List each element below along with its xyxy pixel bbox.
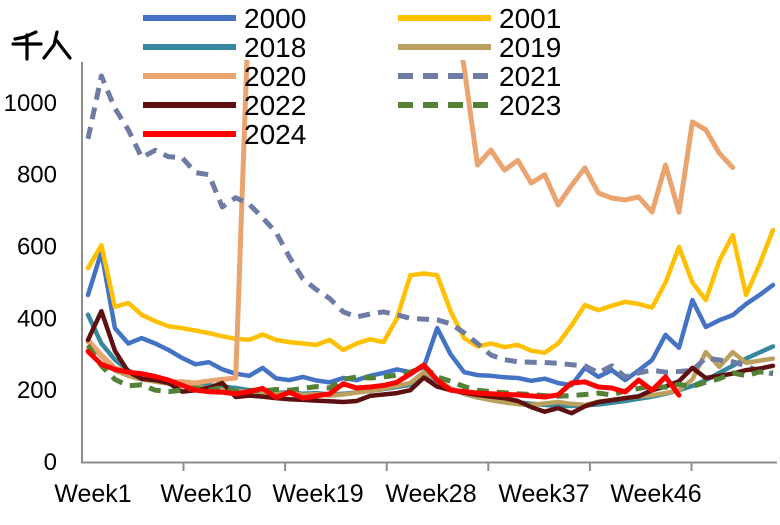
legend-label-2001: 2001	[499, 3, 561, 34]
series-lines	[85, 60, 776, 416]
series-line-2024	[85, 348, 682, 401]
legend-label-2023: 2023	[499, 90, 561, 121]
x-axis-tick-label: Week28	[385, 480, 476, 508]
y-axis-tick-label: 0	[44, 449, 57, 476]
x-axis-tick-label: Week1	[54, 480, 131, 508]
x-axis-tick-label: Week37	[498, 480, 589, 508]
series-line-2021	[85, 73, 774, 380]
series-line-2001	[85, 227, 776, 356]
y-axis-tick-label: 200	[17, 377, 57, 404]
unit-label-stroke	[55, 39, 72, 60]
x-axis-tick-label: Week10	[160, 480, 251, 508]
x-axis-tick-label: Week19	[272, 480, 363, 508]
unit-label-stroke	[42, 30, 59, 60]
x-axis-tick-label: Week46	[610, 480, 701, 508]
legend-label-2019: 2019	[499, 32, 561, 63]
axes	[81, 62, 777, 471]
legend-label-2000: 2000	[244, 3, 306, 34]
y-axis-tick-label: 600	[17, 234, 57, 261]
y-axis-tick-label: 800	[17, 162, 57, 189]
unit-label-stroke	[13, 30, 38, 41]
y-axis-unit-label	[11, 30, 72, 61]
legend: 2000 2001 2018 2019 2020 2021 2022 2023 2024	[143, 3, 561, 150]
legend-label-2022: 2022	[244, 90, 306, 121]
series-line-2020	[85, 60, 736, 386]
y-axis-tick-label: 1000	[4, 90, 57, 117]
legend-label-2021: 2021	[499, 61, 561, 92]
legend-label-2018: 2018	[244, 32, 306, 63]
legend-label-2020: 2020	[244, 61, 306, 92]
axis-labels: 0 200 400 600 800 1000 Week1 Week10 Week19 Week28…	[4, 90, 702, 508]
series-line-2000	[85, 249, 776, 388]
legend-label-2024: 2024	[244, 119, 306, 150]
y-axis-tick-label: 400	[17, 305, 57, 332]
